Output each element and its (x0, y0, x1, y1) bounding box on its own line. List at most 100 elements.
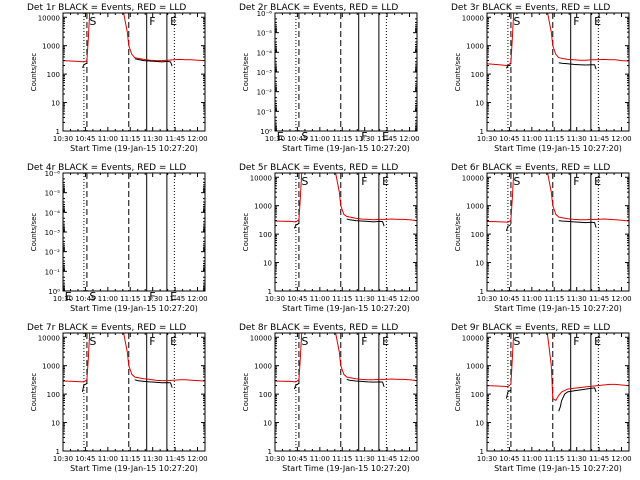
y-tick-label: 10⁻² (45, 249, 61, 257)
y-axis-label: Counts/sec (454, 213, 462, 252)
events-series-line (558, 387, 597, 412)
phase-marker-label: F (361, 335, 367, 348)
y-tick-label: 10 (475, 420, 484, 428)
y-tick-label: 10000 (250, 174, 272, 182)
y-axis-label: Counts/sec (242, 53, 250, 92)
x-tick-label: 10:30 (53, 135, 73, 143)
x-tick-label: 10:45 (499, 295, 519, 303)
panel-title: Det 1r BLACK = Events, RED = LLD (27, 3, 186, 13)
x-tick-label: 11:30 (143, 455, 163, 463)
phase-marker-label: S (89, 15, 96, 28)
x-tick-label: 10:30 (265, 135, 285, 143)
panel-title: Det 4r BLACK = Events, RED = LLD (27, 163, 186, 173)
y-tick-label: 1 (480, 448, 484, 456)
x-tick-label: 11:00 (98, 135, 118, 143)
events-series-line (505, 389, 512, 399)
x-tick-label: 12:00 (187, 135, 207, 143)
x-axis-label: Start Time (19-Jan-15 10:27:20) (494, 304, 622, 313)
phase-marker-label: E (277, 130, 284, 143)
x-tick-label: 12:00 (611, 295, 631, 303)
x-tick-label: 11:30 (567, 295, 587, 303)
x-tick-label: 12:00 (399, 135, 419, 143)
plot-frame (62, 172, 206, 292)
x-axis-label: Start Time (19-Jan-15 10:27:20) (282, 304, 410, 313)
phase-marker-label: F (573, 15, 579, 28)
plot-frame (274, 172, 418, 292)
x-tick-label: 11:00 (98, 455, 118, 463)
phase-marker-label: F (149, 290, 155, 303)
phase-marker-label: S (513, 335, 520, 348)
phase-marker-label: E (594, 175, 601, 188)
y-tick-label: 100 (259, 231, 272, 239)
y-tick-label: 10 (263, 260, 272, 268)
y-axis-label: Counts/sec (242, 373, 250, 412)
plot-frame (486, 12, 630, 132)
phase-marker-label: E (170, 15, 177, 28)
phase-marker-label: S (301, 130, 308, 143)
detector-panel-3: Det 3r BLACK = Events, RED = LLD S F E 10:30… (451, 3, 632, 153)
y-tick-label: 100 (47, 71, 60, 79)
x-tick-label: 11:45 (589, 455, 609, 463)
phase-marker-label: E (65, 290, 72, 303)
detector-panel-7: Det 7r BLACK = Events, RED = LLD S F E 10:30… (27, 323, 208, 473)
x-tick-label: 11:45 (165, 135, 185, 143)
x-tick-label: 11:30 (355, 295, 375, 303)
y-tick-label: 10⁰ (48, 288, 60, 296)
x-tick-label: 10:45 (287, 455, 307, 463)
x-tick-label: 12:00 (399, 455, 419, 463)
x-tick-label: 12:00 (611, 455, 631, 463)
y-tick-label: 10 (475, 100, 484, 108)
phase-marker-label: F (149, 335, 155, 348)
y-tick-label: 1 (56, 448, 60, 456)
plot-frame (274, 332, 418, 452)
x-tick-label: 11:15 (120, 295, 140, 303)
y-tick-label: 10⁻³ (45, 229, 61, 237)
x-tick-label: 11:30 (143, 295, 163, 303)
phase-marker-label: E (170, 335, 177, 348)
detector-panel-1: Det 1r BLACK = Events, RED = LLD S F E 10:30… (27, 3, 208, 153)
x-tick-label: 10:45 (287, 295, 307, 303)
panel-title: Det 7r BLACK = Events, RED = LLD (27, 323, 186, 333)
y-tick-label: 10000 (250, 334, 272, 342)
x-tick-label: 11:00 (522, 135, 542, 143)
y-tick-label: 1 (268, 288, 272, 296)
y-tick-label: 10000 (38, 334, 60, 342)
x-tick-label: 11:45 (377, 295, 397, 303)
events-series-line (505, 224, 512, 232)
phase-marker-label: F (573, 175, 579, 188)
detector-panel-9: Det 9r BLACK = Events, RED = LLD S F E 10:30… (451, 323, 632, 473)
phase-marker-label: E (170, 290, 177, 303)
lld-series-line (275, 333, 417, 383)
x-tick-label: 10:30 (53, 455, 73, 463)
lld-series-line (63, 13, 205, 63)
x-tick-label: 12:00 (611, 135, 631, 143)
x-tick-label: 10:30 (53, 295, 73, 303)
x-tick-label: 11:00 (310, 295, 330, 303)
y-tick-label: 10000 (462, 174, 484, 182)
detector-panel-5: Det 5r BLACK = Events, RED = LLD S F E 10:30… (239, 163, 420, 313)
y-tick-label: 10⁻⁵ (45, 190, 61, 198)
y-tick-label: 10000 (38, 14, 60, 22)
y-tick-label: 10 (51, 420, 60, 428)
panel-title: Det 2r BLACK = Events, RED = LLD (239, 3, 398, 13)
x-axis-label: Start Time (19-Jan-15 10:27:20) (70, 304, 198, 313)
y-tick-label: 1 (480, 288, 484, 296)
y-tick-label: 1 (480, 128, 484, 136)
panel-title: Det 3r BLACK = Events, RED = LLD (451, 3, 610, 13)
phase-marker-label: E (382, 175, 389, 188)
events-series-line (81, 62, 88, 68)
x-tick-label: 11:30 (143, 135, 163, 143)
phase-marker-label: E (382, 335, 389, 348)
events-series-line (505, 64, 512, 69)
phase-marker-label: S (513, 15, 520, 28)
x-tick-label: 11:00 (522, 295, 542, 303)
events-series-line (558, 62, 597, 70)
x-tick-label: 12:00 (399, 295, 419, 303)
lld-series-line (487, 333, 629, 402)
x-tick-label: 11:15 (544, 295, 564, 303)
plot-frame (62, 12, 206, 132)
phase-marker-label: E (594, 15, 601, 28)
x-tick-label: 10:45 (75, 135, 95, 143)
y-axis-label: Counts/sec (454, 53, 462, 92)
y-tick-label: 10⁻⁵ (257, 30, 273, 38)
